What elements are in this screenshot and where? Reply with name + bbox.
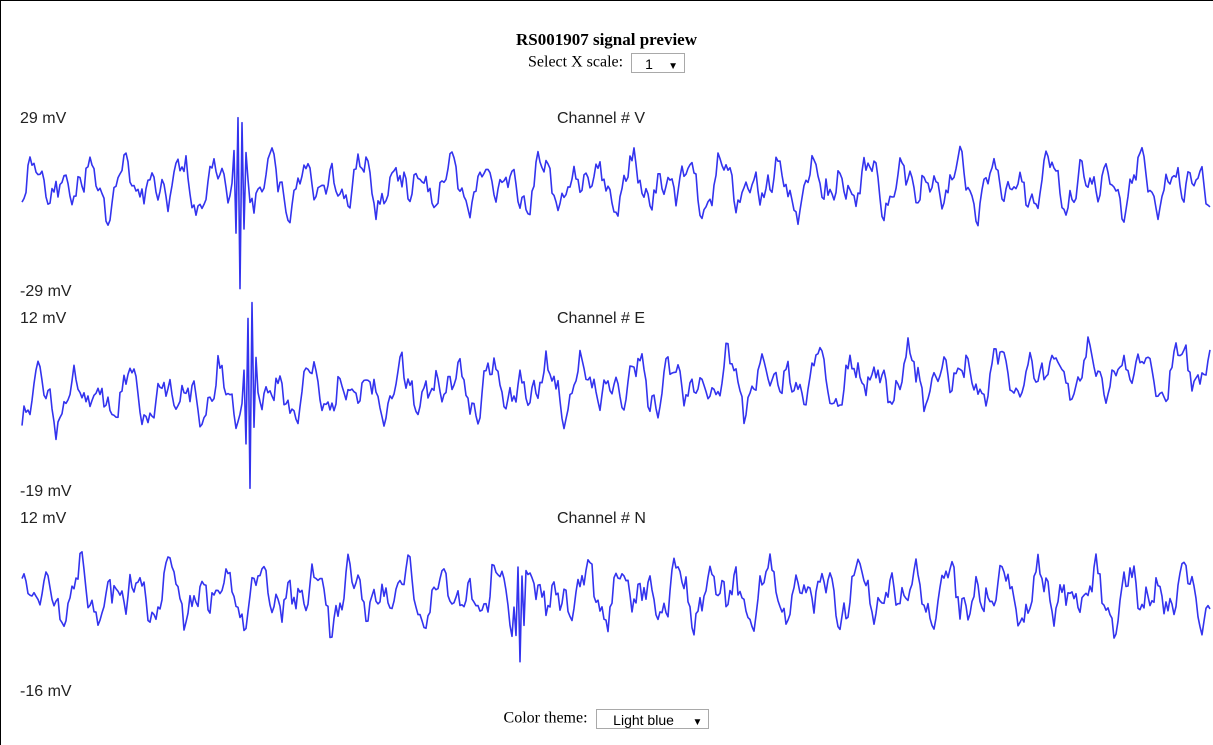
channel-v-title: Channel # V (557, 110, 646, 127)
channel-n-title: Channel # N (557, 510, 646, 527)
x-scale-label: Select X scale: (528, 53, 624, 71)
color-theme-value: Light blue (613, 712, 674, 728)
channel-v-trace (21, 116, 1211, 290)
color-theme-control: Color theme: Light blue ▼ (0, 709, 1213, 729)
channel-e-ymax-label: 12 mV (20, 310, 67, 327)
channel-n-ymax-label: 12 mV (20, 510, 67, 527)
channel-v-ymax-label: 29 mV (20, 110, 67, 127)
page-title: RS001907 signal preview (515, 30, 698, 49)
channel-e-ymin-label: -19 mV (20, 483, 72, 500)
channel-e-trace (21, 301, 1211, 489)
x-scale-select[interactable]: 1 ▼ (631, 53, 685, 73)
x-scale-value: 1 (645, 56, 653, 72)
x-scale-control: Select X scale: 1 ▼ (0, 53, 1213, 73)
dropdown-arrow-icon: ▼ (668, 61, 678, 72)
color-theme-label: Color theme: (503, 709, 588, 727)
channel-n-trace (21, 551, 1211, 663)
channel-v-ymin-label: -29 mV (20, 283, 72, 300)
dropdown-arrow-icon: ▼ (692, 717, 703, 728)
channel-n-ymin-label: -16 mV (20, 683, 72, 700)
channel-e-title: Channel # E (557, 310, 646, 327)
color-theme-select[interactable]: Light blue ▼ (595, 709, 710, 729)
